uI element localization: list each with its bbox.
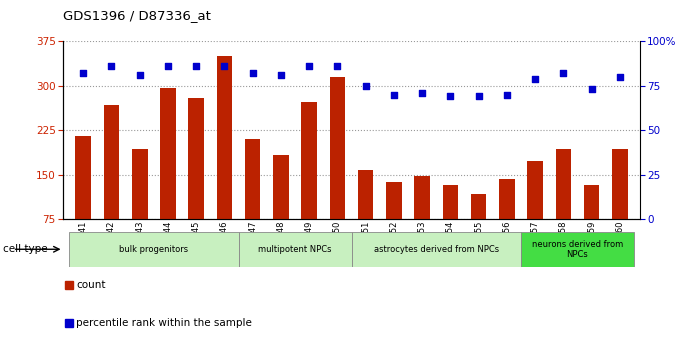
Bar [612,149,628,219]
Point [304,63,315,69]
Bar [69,232,239,267]
Point [445,94,456,99]
Point [162,63,173,69]
Text: percentile rank within the sample: percentile rank within the sample [76,318,252,327]
Point [614,74,625,80]
Bar [273,155,288,219]
Bar [132,149,148,219]
Point [473,94,484,99]
Point [417,90,428,96]
Bar [415,176,430,219]
Point [388,92,400,97]
Point [190,63,201,69]
Bar [239,232,352,267]
Point [219,63,230,69]
Bar [555,149,571,219]
Text: cell type: cell type [3,244,48,254]
Text: bulk progenitors: bulk progenitors [119,245,188,254]
Bar [443,185,458,219]
Bar [217,56,233,219]
Point [106,63,117,69]
Point [502,92,513,97]
Text: count: count [76,280,106,289]
Bar [527,161,543,219]
Text: astrocytes derived from NPCs: astrocytes derived from NPCs [374,245,499,254]
Bar [330,77,345,219]
Bar [386,182,402,219]
Bar [352,232,521,267]
Point [78,71,89,76]
Bar [104,105,119,219]
Point [586,87,597,92]
Point [558,71,569,76]
Bar [358,170,373,219]
Point [247,71,258,76]
Point [275,72,286,78]
Bar [584,185,600,219]
Text: neurons derived from
NPCs: neurons derived from NPCs [532,239,623,259]
Bar [302,102,317,219]
Point [360,83,371,89]
Bar [75,136,91,219]
Text: multipotent NPCs: multipotent NPCs [258,245,332,254]
Bar [245,139,260,219]
Bar [160,88,176,219]
Point [530,76,541,81]
Bar [521,232,634,267]
Text: GDS1396 / D87336_at: GDS1396 / D87336_at [63,9,211,22]
Bar [499,179,515,219]
Point [135,72,146,78]
Bar [471,194,486,219]
Point [332,63,343,69]
Bar [188,98,204,219]
